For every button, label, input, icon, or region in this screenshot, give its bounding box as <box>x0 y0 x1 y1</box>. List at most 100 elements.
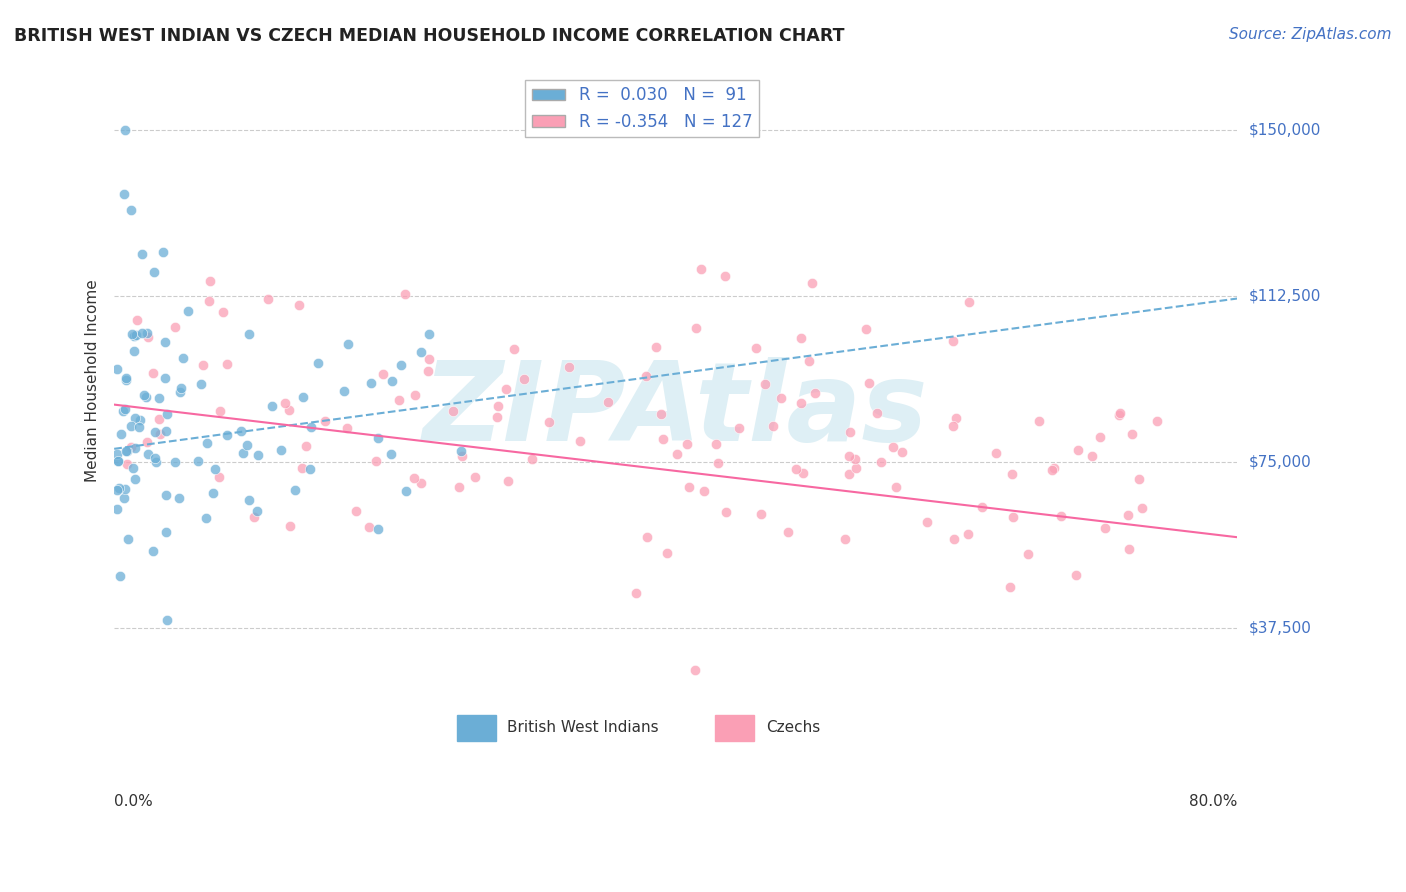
Point <box>915 515 938 529</box>
Point <box>153 334 176 349</box>
Point <box>498 474 520 488</box>
Point <box>1118 542 1140 557</box>
Point <box>105 447 128 461</box>
Point <box>957 295 980 310</box>
Text: $37,500: $37,500 <box>1249 620 1312 635</box>
Point <box>108 481 131 495</box>
Point <box>112 187 135 202</box>
Point <box>105 483 128 497</box>
Point <box>145 425 167 439</box>
Point <box>418 326 440 341</box>
Text: Czechs: Czechs <box>766 720 820 735</box>
Point <box>110 427 132 442</box>
Point <box>156 613 179 627</box>
Point <box>800 276 823 290</box>
Point <box>260 399 283 413</box>
Text: $112,500: $112,500 <box>1249 289 1322 304</box>
Point <box>1028 414 1050 428</box>
Point <box>891 445 914 459</box>
Point <box>360 376 382 391</box>
Point <box>942 334 965 348</box>
Point <box>278 519 301 533</box>
Point <box>1050 508 1073 523</box>
Point <box>114 373 136 387</box>
Point <box>1002 510 1025 524</box>
Point <box>537 415 560 429</box>
Point <box>685 320 707 334</box>
Point <box>256 293 278 307</box>
Point <box>690 262 713 277</box>
Point <box>229 424 252 438</box>
Point <box>155 425 177 439</box>
Point <box>114 482 136 496</box>
Point <box>1040 463 1063 477</box>
Point <box>626 586 648 600</box>
Point <box>105 502 128 516</box>
Point <box>1128 472 1150 486</box>
Point <box>402 471 425 485</box>
Point <box>792 467 814 481</box>
Point <box>243 510 266 524</box>
Point <box>970 500 993 515</box>
Text: BRITISH WEST INDIAN VS CZECH MEDIAN HOUSEHOLD INCOME CORRELATION CHART: BRITISH WEST INDIAN VS CZECH MEDIAN HOUS… <box>14 27 845 45</box>
Point <box>675 437 697 451</box>
Point <box>770 392 793 406</box>
Point <box>1146 414 1168 428</box>
Point <box>855 322 877 336</box>
Point <box>1081 449 1104 463</box>
Point <box>598 395 620 409</box>
Point <box>804 385 827 400</box>
Point <box>381 374 404 388</box>
Point <box>292 390 315 404</box>
Point <box>522 451 544 466</box>
Point <box>1066 568 1088 582</box>
Point <box>107 454 129 468</box>
Point <box>869 455 891 469</box>
Point <box>418 364 440 378</box>
Point <box>114 401 136 416</box>
Point <box>1017 547 1039 561</box>
Point <box>202 486 225 500</box>
Point <box>169 385 191 400</box>
Point <box>172 351 194 365</box>
Point <box>706 456 728 470</box>
Point <box>380 447 402 461</box>
Point <box>124 410 146 425</box>
Point <box>177 303 200 318</box>
Point <box>155 370 177 384</box>
Point <box>114 123 136 137</box>
Point <box>845 461 868 475</box>
Text: Source: ZipAtlas.com: Source: ZipAtlas.com <box>1229 27 1392 42</box>
Point <box>558 359 581 374</box>
Point <box>170 381 193 395</box>
Point <box>120 418 142 433</box>
Point <box>238 326 260 341</box>
Point <box>714 505 737 519</box>
Point <box>984 446 1007 460</box>
Point <box>1130 500 1153 515</box>
Point <box>187 454 209 468</box>
Point <box>195 510 218 524</box>
Point <box>274 396 297 410</box>
Point <box>858 376 880 390</box>
Point <box>1094 521 1116 535</box>
Point <box>762 418 785 433</box>
Point <box>844 452 866 467</box>
Point <box>713 269 735 284</box>
Point <box>704 437 727 451</box>
Point <box>634 368 657 383</box>
Point <box>728 421 751 435</box>
Point <box>155 488 177 502</box>
Bar <box>457 715 496 740</box>
Point <box>143 451 166 466</box>
Point <box>155 525 177 540</box>
Point <box>942 418 965 433</box>
Point <box>131 247 153 261</box>
Text: 80.0%: 80.0% <box>1189 794 1237 809</box>
Point <box>135 434 157 449</box>
Point <box>678 480 700 494</box>
Point <box>657 545 679 559</box>
Point <box>404 387 426 401</box>
Point <box>1043 460 1066 475</box>
Point <box>337 336 360 351</box>
